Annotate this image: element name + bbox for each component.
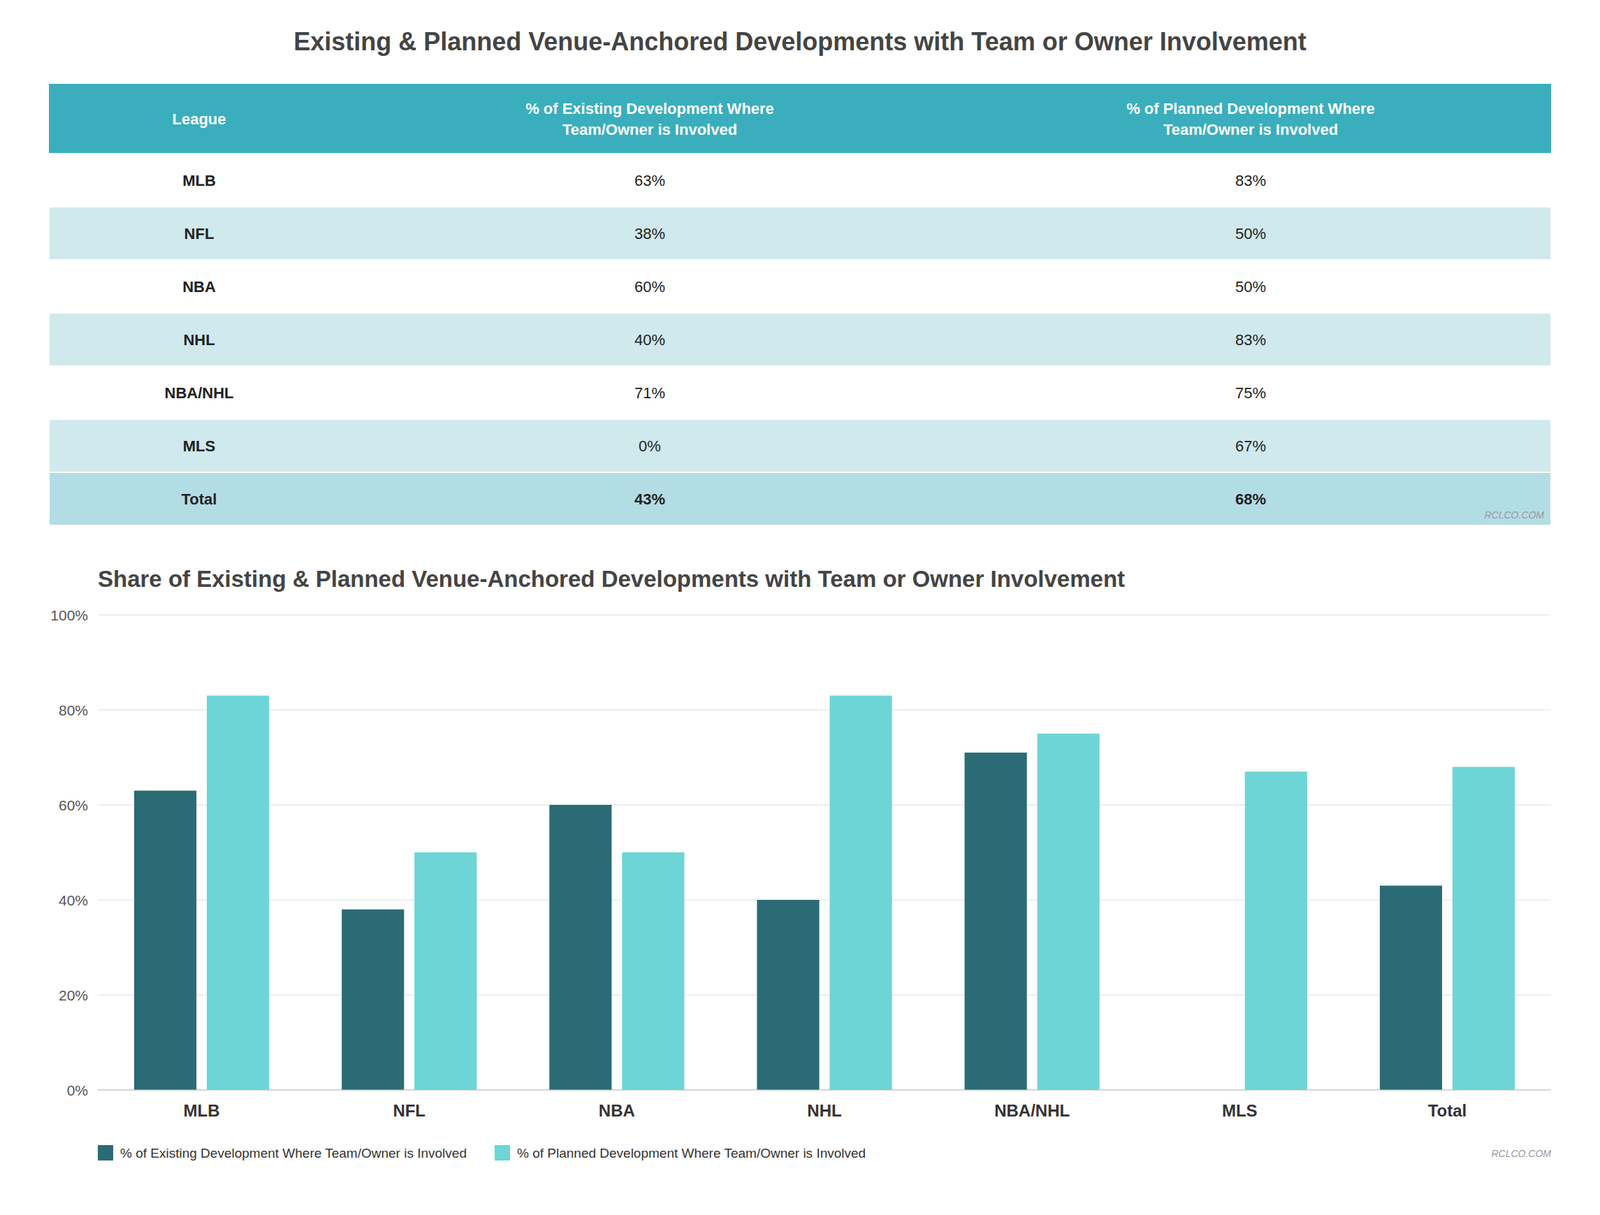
table-row-bg [48, 259, 1552, 314]
table-cell: 60% [634, 278, 666, 296]
table-cell: 83% [1235, 331, 1267, 349]
table-cell: 63% [634, 171, 666, 190]
page: Existing & Planned Venue-Anchored Develo… [0, 0, 1600, 1215]
legend: % of Existing Development Where Team/Own… [97, 1145, 866, 1161]
bar [621, 852, 685, 1090]
bar [206, 695, 269, 1090]
table-row-bg [48, 419, 1552, 473]
table-row-bg [48, 206, 1552, 260]
y-tick-label: 60% [58, 797, 89, 814]
y-tick-label: 100% [50, 607, 89, 624]
bar-chart: Share of Existing & Planned Venue-Anchor… [50, 565, 1552, 1161]
bar [134, 790, 197, 1090]
chart-title: Share of Existing & Planned Venue-Anchor… [97, 565, 1125, 592]
x-tick-label: Total [1428, 1101, 1468, 1120]
legend-label: % of Existing Development Where Team/Own… [120, 1145, 467, 1161]
bar [1452, 767, 1515, 1090]
grid-line [97, 1089, 1552, 1091]
bar [756, 899, 819, 1090]
bar [964, 752, 1028, 1090]
bar [1037, 733, 1100, 1090]
table-row-bg [48, 472, 1552, 526]
table-header: % of Planned Development WhereTeam/Owner… [1126, 99, 1376, 139]
x-axis-line [97, 1089, 1552, 1090]
bar [1379, 885, 1443, 1090]
bar [1245, 771, 1308, 1090]
table-row-bg [48, 366, 1552, 420]
bar [414, 852, 477, 1090]
grid-line [97, 994, 1552, 996]
table-row-label: NBA/NHL [164, 384, 235, 402]
x-tick-label: NHL [806, 1101, 842, 1120]
grid-line [97, 899, 1552, 901]
grid-line [97, 614, 1552, 616]
table-row-label: NFL [184, 224, 215, 243]
y-tick-label: 0% [67, 1082, 89, 1099]
table-cell: 43% [634, 490, 666, 508]
x-tick-label: MLB [183, 1101, 221, 1120]
bar [549, 804, 612, 1090]
table-cell: 50% [1235, 224, 1267, 243]
table-row-bg [48, 153, 1552, 207]
table-cell: 75% [1235, 384, 1267, 402]
table-header: League [171, 110, 226, 128]
bars [134, 695, 1515, 1090]
table-row-label: MLS [183, 437, 216, 455]
y-tick-label: 40% [58, 892, 89, 909]
y-tick-label: 20% [58, 987, 89, 1004]
table-row-label: Total [181, 490, 218, 508]
bar [341, 909, 404, 1090]
table-header-bg [48, 83, 1552, 154]
grid-line [97, 709, 1552, 711]
legend-label: % of Planned Development Where Team/Owne… [517, 1145, 866, 1161]
table-row-bg [48, 313, 1552, 367]
x-tick-label: NBA [598, 1101, 636, 1120]
grid-line [97, 804, 1552, 806]
background [0, 0, 1600, 1215]
x-tick-label: NBA/NHL [994, 1101, 1070, 1120]
table-cell: 0% [638, 437, 661, 455]
table-cell: 83% [1235, 171, 1267, 190]
table-cell: 50% [1235, 278, 1267, 296]
table: Existing & Planned Venue-Anchored Develo… [48, 27, 1552, 526]
x-tick-label: MLS [1222, 1101, 1258, 1120]
table-cell: 68% [1235, 490, 1267, 508]
table-cell: 40% [634, 331, 666, 349]
table-row-label: NHL [183, 331, 215, 349]
table-title: Existing & Planned Venue-Anchored Develo… [293, 27, 1307, 56]
table-row-label: NBA [182, 278, 216, 296]
watermark: RCLCO.COM [1484, 509, 1545, 521]
table-cell: 67% [1235, 437, 1267, 455]
legend-swatch [97, 1145, 114, 1161]
bar [829, 695, 892, 1090]
table-row-label: MLB [182, 171, 216, 190]
table-cell: 38% [634, 224, 666, 243]
legend-swatch [494, 1145, 511, 1161]
watermark: RCLCO.COM [1491, 1147, 1552, 1160]
table-header: % of Existing Development WhereTeam/Owne… [525, 99, 775, 139]
table-cell: 71% [634, 384, 666, 402]
y-tick-label: 80% [58, 702, 89, 719]
x-tick-label: NFL [392, 1101, 426, 1120]
